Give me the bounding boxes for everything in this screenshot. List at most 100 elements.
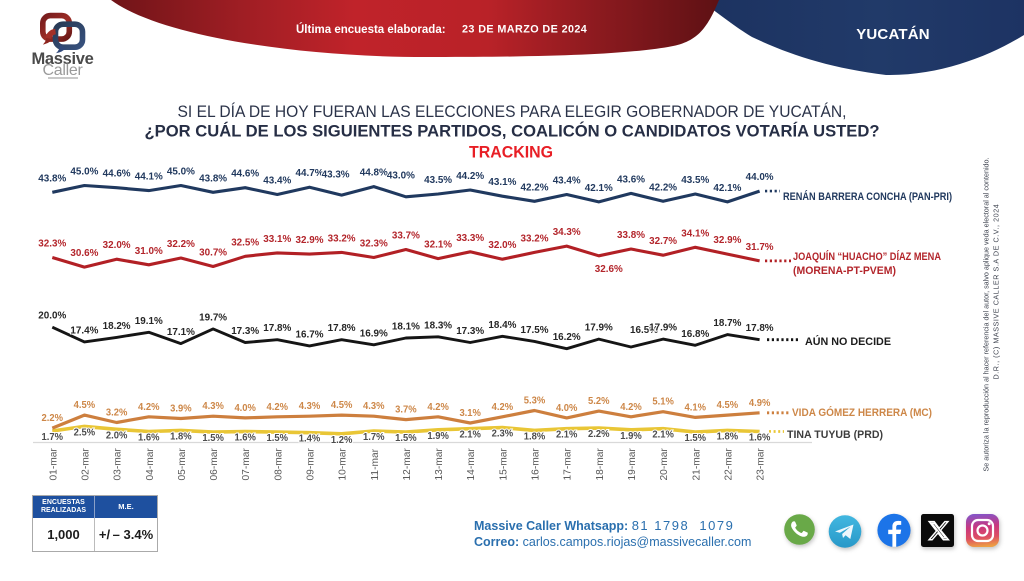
svg-text:1.6%: 1.6% — [749, 433, 771, 444]
svg-text:34.3%: 34.3% — [553, 227, 581, 238]
svg-text:43.5%: 43.5% — [424, 175, 452, 186]
svg-text:2.1%: 2.1% — [652, 430, 674, 441]
svg-text:2.3%: 2.3% — [492, 429, 514, 440]
svg-text:1.5%: 1.5% — [395, 433, 417, 444]
svg-text:4.0%: 4.0% — [234, 403, 256, 414]
svg-text:2.1%: 2.1% — [556, 430, 578, 441]
svg-text:1.4%: 1.4% — [299, 434, 321, 445]
svg-text:2.1%: 2.1% — [459, 430, 481, 441]
svg-text:02-mar: 02-mar — [80, 448, 91, 481]
svg-text:17.8%: 17.8% — [746, 323, 774, 334]
svg-text:¿POR CUÁL DE LOS SIGUIENTES PA: ¿POR CUÁL DE LOS SIGUIENTES PARTIDOS, CO… — [145, 122, 880, 141]
svg-text:43.0%: 43.0% — [387, 171, 415, 182]
svg-text:18.4%: 18.4% — [488, 320, 516, 331]
svg-text:16.2%: 16.2% — [553, 332, 581, 343]
svg-text:19.7%: 19.7% — [199, 312, 227, 323]
svg-text:4.2%: 4.2% — [427, 402, 449, 413]
svg-text:32.6%: 32.6% — [595, 264, 623, 275]
svg-text:13-mar: 13-mar — [434, 448, 445, 481]
svg-text:17.5%: 17.5% — [521, 325, 549, 336]
svg-text:1.9%: 1.9% — [427, 431, 449, 442]
svg-text:17.3%: 17.3% — [231, 326, 259, 337]
svg-text:43.6%: 43.6% — [617, 174, 645, 185]
svg-text:44.6%: 44.6% — [231, 169, 259, 180]
svg-text:32.2%: 32.2% — [167, 239, 195, 250]
svg-text:12-mar: 12-mar — [402, 448, 413, 481]
svg-text:33.1%: 33.1% — [263, 234, 291, 245]
svg-text:17.1%: 17.1% — [167, 327, 195, 338]
svg-text:1.2%: 1.2% — [331, 435, 353, 446]
svg-text:1.5%: 1.5% — [685, 433, 707, 444]
svg-text:1.8%: 1.8% — [170, 431, 192, 442]
svg-text:16.7%: 16.7% — [296, 329, 324, 340]
svg-text:31.0%: 31.0% — [135, 246, 163, 257]
svg-text:17.8%: 17.8% — [263, 323, 291, 334]
svg-text:42.1%: 42.1% — [585, 183, 613, 194]
svg-text:1.5%: 1.5% — [202, 433, 224, 444]
svg-text:4.2%: 4.2% — [138, 402, 160, 413]
svg-text:4.9%: 4.9% — [749, 398, 771, 409]
svg-text:21-mar: 21-mar — [691, 448, 702, 481]
svg-text:43.5%: 43.5% — [681, 175, 709, 186]
svg-text:43.3%: 43.3% — [322, 169, 350, 180]
svg-text:06-mar: 06-mar — [209, 448, 220, 481]
svg-text:42.2%: 42.2% — [649, 182, 677, 193]
svg-text:3.1%: 3.1% — [459, 408, 481, 419]
svg-text:22-mar: 22-mar — [723, 448, 734, 481]
svg-text:08-mar: 08-mar — [273, 448, 284, 481]
svg-text:32.9%: 32.9% — [713, 235, 741, 246]
svg-text:07-mar: 07-mar — [241, 448, 252, 481]
svg-text:20-mar: 20-mar — [659, 448, 670, 481]
svg-text:32.3%: 32.3% — [360, 239, 388, 250]
svg-text:2.2%: 2.2% — [42, 413, 64, 424]
svg-text:18-mar: 18-mar — [595, 448, 606, 481]
svg-text:16-mar: 16-mar — [531, 448, 542, 481]
svg-text:1.8%: 1.8% — [524, 431, 546, 442]
svg-text:4.3%: 4.3% — [299, 401, 321, 412]
svg-text:3.7%: 3.7% — [395, 405, 417, 416]
svg-text:17.8%: 17.8% — [328, 323, 356, 334]
svg-text:4.5%: 4.5% — [717, 400, 739, 411]
svg-text:30.7%: 30.7% — [199, 248, 227, 259]
svg-text:2.2%: 2.2% — [588, 429, 610, 440]
svg-text:4.3%: 4.3% — [363, 401, 385, 412]
svg-text:2.0%: 2.0% — [106, 430, 128, 441]
svg-text:33.2%: 33.2% — [328, 233, 356, 244]
svg-text:17-mar: 17-mar — [563, 448, 574, 481]
svg-text:44.1%: 44.1% — [135, 172, 163, 183]
svg-text:30.6%: 30.6% — [70, 248, 98, 259]
svg-text:4.2%: 4.2% — [492, 402, 514, 413]
svg-text:19.1%: 19.1% — [135, 316, 163, 327]
svg-text:32.5%: 32.5% — [231, 237, 259, 248]
svg-text:05-mar: 05-mar — [177, 448, 188, 481]
svg-text:1.8%: 1.8% — [717, 431, 739, 442]
svg-text:03-mar: 03-mar — [113, 448, 124, 481]
svg-text:(MORENA-PT-PVEM): (MORENA-PT-PVEM) — [793, 265, 896, 277]
svg-text:18.2%: 18.2% — [103, 321, 131, 332]
svg-text:16.8%: 16.8% — [681, 329, 709, 340]
svg-text:YUCATÁN: YUCATÁN — [856, 26, 930, 43]
svg-text:5.3%: 5.3% — [524, 396, 546, 407]
svg-text:10-mar: 10-mar — [338, 448, 349, 481]
svg-text:4.5%: 4.5% — [74, 400, 96, 411]
svg-text:19-mar: 19-mar — [627, 448, 638, 481]
svg-text:4.0%: 4.0% — [556, 403, 578, 414]
svg-text:44.7%: 44.7% — [296, 168, 324, 179]
svg-text:42.2%: 42.2% — [521, 182, 549, 193]
svg-text:32.7%: 32.7% — [649, 236, 677, 247]
svg-text:15-mar: 15-mar — [498, 448, 509, 481]
svg-text:3.2%: 3.2% — [106, 408, 128, 419]
svg-text:45.0%: 45.0% — [167, 167, 195, 178]
svg-text:RENÁN BARRERA CONCHA (PAN-PRI): RENÁN BARRERA CONCHA (PAN-PRI) — [783, 190, 952, 203]
svg-text:43.4%: 43.4% — [263, 176, 291, 187]
svg-text:1.5%: 1.5% — [267, 433, 289, 444]
svg-text:2.5%: 2.5% — [74, 427, 96, 438]
svg-text:17.9%: 17.9% — [649, 323, 677, 334]
svg-text:33.8%: 33.8% — [617, 230, 645, 241]
svg-text:33.7%: 33.7% — [392, 231, 420, 242]
svg-text:44.8%: 44.8% — [360, 168, 388, 179]
svg-text:3.9%: 3.9% — [170, 404, 192, 415]
svg-text:4.2%: 4.2% — [620, 402, 642, 413]
svg-text:1.9%: 1.9% — [620, 431, 642, 442]
svg-text:4.3%: 4.3% — [202, 401, 224, 412]
